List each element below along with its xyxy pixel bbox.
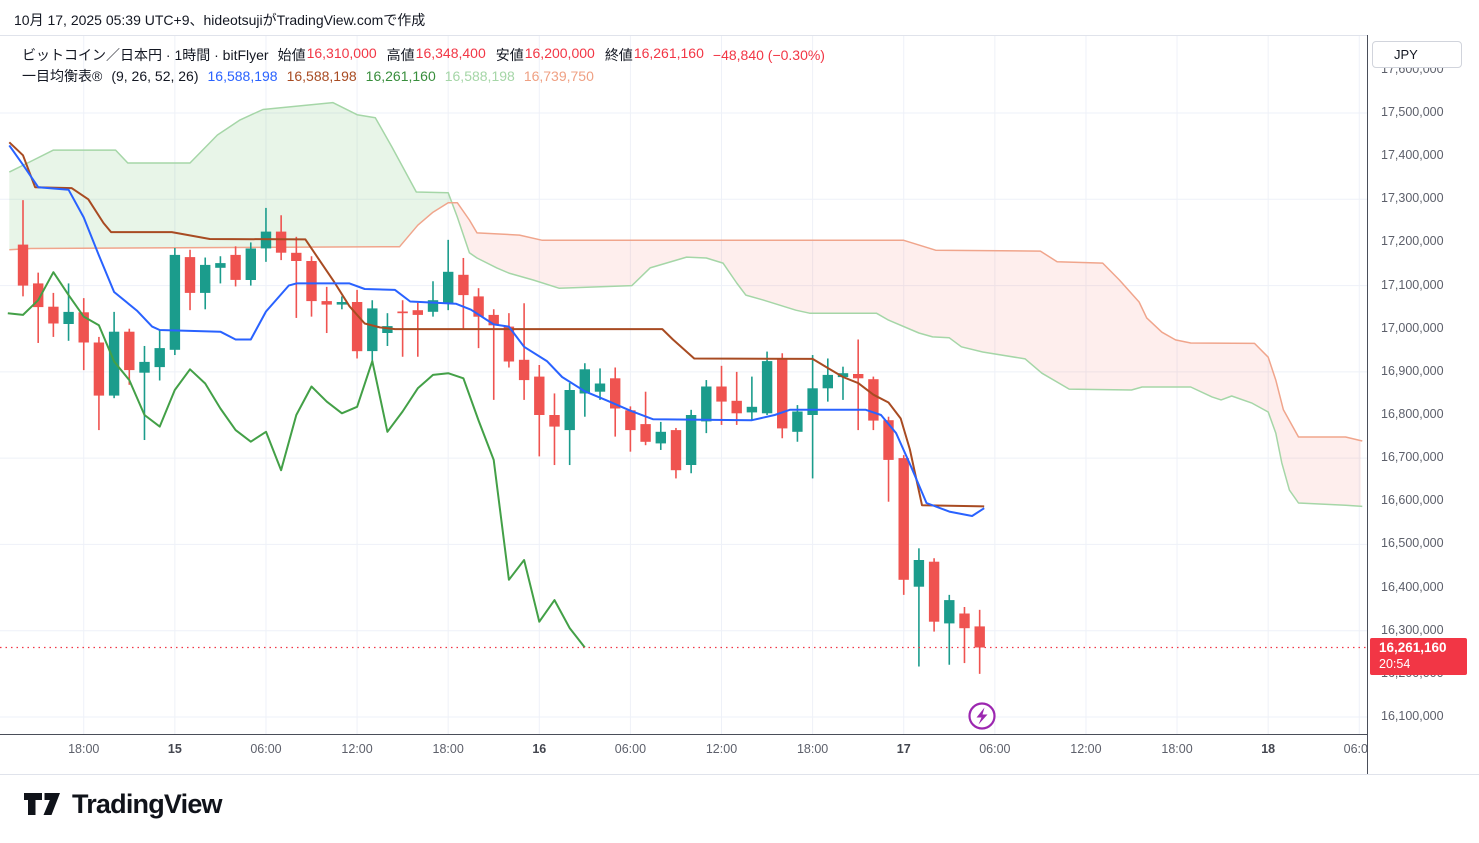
ohlc-pair: 始値 16,310,000 [277, 45, 377, 63]
time-axis-label: 06:00 [1343, 742, 1367, 756]
ichimoku-cloud-bearish [452, 202, 1361, 507]
price-axis-label: 17,500,000 [1381, 105, 1444, 119]
time-axis-label: 18 [1261, 742, 1276, 756]
indicator-header: 一目均衡表® (9, 26, 52, 26) 16,588,198 16,588,… [22, 66, 594, 86]
time-axis-label: 12:00 [705, 742, 738, 756]
time-axis-label: 06:00 [614, 742, 647, 756]
time-axis-label: 12:00 [1070, 742, 1102, 756]
time-axis-label: 17 [896, 742, 911, 756]
attribution-text: 10月 17, 2025 05:39 UTC+9、hideotsujiがTrad… [14, 12, 426, 28]
ohlc-pair: 高値 16,348,400 [386, 45, 486, 63]
price-axis-label: 17,200,000 [1381, 234, 1444, 249]
price-axis-label: 17,100,000 [1381, 277, 1444, 292]
ohlc-pair: 安値 16,200,000 [495, 45, 595, 63]
time-axis-label: 18:00 [68, 742, 100, 756]
time-axis-label: 12:00 [341, 742, 373, 756]
symbol-header: ビットコイン／日本円 · 1時間 · bitFlyer 始値 16,310,000… [22, 45, 825, 65]
price-axis-label: 16,100,000 [1381, 709, 1444, 723]
tradingview-mark-icon [24, 793, 60, 815]
indicator-value: 16,588,198 [207, 68, 278, 84]
time-axis-label: 18:00 [432, 742, 464, 756]
last-price-label: 16,261,160 20:54 [1370, 638, 1467, 676]
price-axis-label: 16,600,000 [1381, 493, 1444, 508]
header-divider [0, 35, 1479, 36]
price-axis-label: 16,500,000 [1381, 536, 1444, 551]
flash-marker-icon[interactable] [968, 702, 996, 730]
price-axis-label: 16,800,000 [1381, 407, 1444, 421]
time-axis[interactable]: 18:00 15 06:00 12:00 18:00 16 06:00 12:00 18:00 1… [0, 735, 1367, 773]
price-axis-border [1367, 35, 1368, 775]
indicator-value: 16,588,198 [286, 68, 357, 84]
time-axis-label: 16 [532, 742, 547, 756]
bar-countdown: 20:54 [1379, 657, 1411, 672]
currency-label: JPY [1394, 47, 1418, 62]
indicator-name: 一目均衡表® [22, 68, 103, 84]
indicator-value: 16,739,750 [523, 68, 594, 84]
footer-divider [0, 774, 1479, 775]
tradingview-logo-text: TradingView [72, 788, 223, 819]
candlestick-series [17, 200, 985, 674]
indicator-value: 16,261,160 [365, 68, 436, 84]
currency-toggle-button[interactable]: JPY [1372, 41, 1462, 68]
indicator-value: 16,588,198 [444, 68, 515, 84]
time-axis-label: 18:00 [796, 742, 829, 756]
indicator-values: 16,588,198 16,588,198 16,261,160 16,588,198… [208, 68, 594, 84]
tradingview-logo[interactable]: TradingView [22, 786, 223, 822]
price-axis-label: 17,400,000 [1381, 148, 1444, 163]
price-axis-label: 16,300,000 [1381, 622, 1444, 637]
kijun-line [8, 141, 985, 508]
time-axis-border [0, 734, 1367, 735]
price-axis-label: 16,900,000 [1381, 363, 1444, 378]
price-axis-label: 17,000,000 [1381, 320, 1444, 335]
time-axis-label: 06:00 [979, 742, 1011, 756]
last-price-value: 16,261,160 [1379, 640, 1447, 656]
price-axis-label: 16,400,000 [1381, 579, 1444, 594]
time-axis-label: 18:00 [1161, 742, 1193, 756]
price-axis-label: 16,700,000 [1381, 450, 1444, 465]
time-axis-label: 06:00 [250, 742, 282, 756]
change-value: −48,840 (−0.30%) [712, 47, 825, 63]
price-axis-label: 17,300,000 [1381, 191, 1444, 206]
ohlc-values: 始値 16,310,000 高値 16,348,400 安値 16,200,000 終値 16… [278, 45, 704, 65]
price-axis[interactable]: 16,100,00016,200,00016,300,00016,400,000… [1368, 35, 1479, 775]
senkou-a-line [8, 101, 1363, 508]
tenkan-line [8, 144, 985, 517]
grid [0, 35, 1367, 734]
symbol-title: ビットコイン／日本円 · 1時間 · bitFlyer [22, 47, 269, 63]
indicator-params: (9, 26, 52, 26) [111, 68, 199, 84]
senkou-b-line [9, 201, 1363, 442]
ichimoku-cloud-bullish [9, 102, 453, 250]
chikou-line [7, 271, 586, 649]
time-axis-label: 15 [167, 742, 182, 756]
ohlc-pair: 終値 16,261,160 [604, 45, 704, 63]
